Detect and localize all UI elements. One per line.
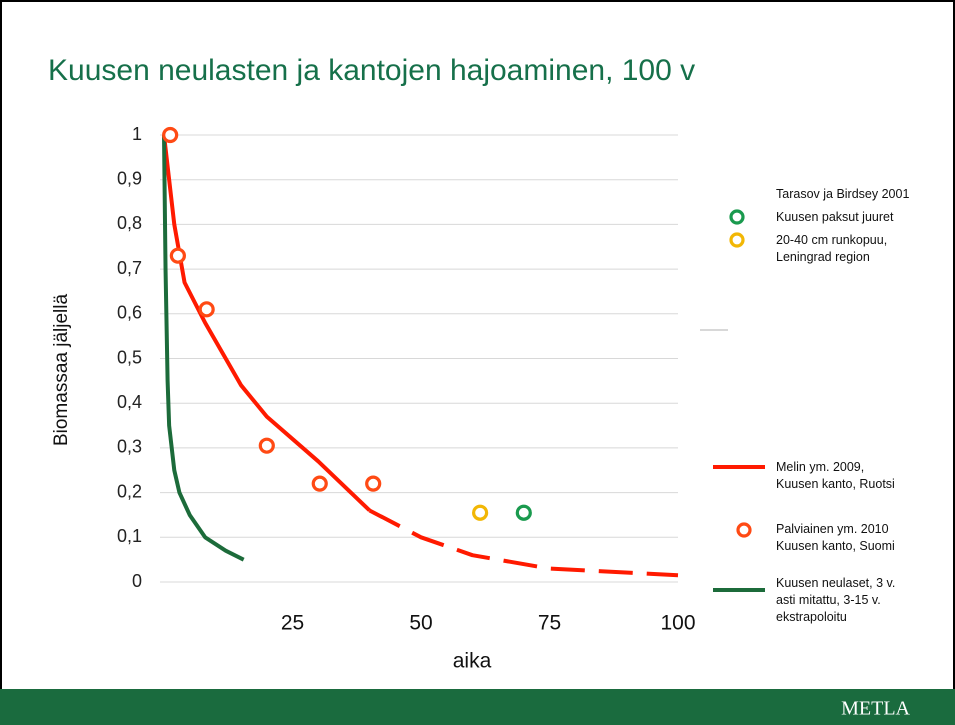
y-tick-label: 0,8 (117, 213, 142, 233)
data-point (169, 247, 186, 264)
legend-marker (729, 209, 745, 225)
legend-marker (729, 232, 745, 248)
y-tick-label: 0,4 (117, 392, 142, 412)
y-tick-label: 0,2 (117, 481, 142, 501)
legend-label: Palviainen ym. 2010 Kuusen kanto, Suomi (776, 522, 895, 553)
data-point (515, 504, 532, 521)
legend-label: Kuusen paksut juuret (776, 210, 894, 224)
y-tick-label: 0,6 (117, 303, 142, 323)
x-axis-label: aika (453, 650, 492, 673)
y-tick-label: 1 (132, 124, 142, 144)
footer-bar (0, 689, 955, 725)
y-tick-label: 0,5 (117, 347, 142, 367)
x-tick-label: 25 (281, 612, 304, 635)
y-axis-label: Biomassaa jäljellä (51, 294, 72, 447)
x-tick-label: 100 (660, 612, 695, 635)
x-tick-label: 75 (538, 612, 561, 635)
data-point (365, 475, 382, 492)
footer-brand: METLA (841, 698, 910, 720)
data-point (472, 504, 489, 521)
series-line (162, 134, 245, 562)
data-point (258, 437, 275, 454)
y-tick-label: 0 (132, 571, 142, 591)
legend-label: Melin ym. 2009, Kuusen kanto, Ruotsi (776, 460, 895, 491)
legend-label: Kuusen neulaset, 3 v. asti mitattu, 3-15… (776, 576, 896, 624)
data-point (311, 475, 328, 492)
data-point (162, 126, 179, 144)
series-line (162, 134, 371, 512)
x-tick-label: 50 (409, 612, 432, 635)
slide-title: Kuusen neulasten ja kantojen hajoaminen,… (48, 54, 695, 87)
y-tick-label: 0,3 (117, 437, 142, 457)
legend-label: 20-40 cm runkopuu, Leningrad region (776, 233, 888, 264)
y-tick-label: 0,9 (117, 168, 142, 188)
legend-marker (736, 522, 752, 538)
y-tick-label: 0,1 (117, 526, 142, 546)
y-tick-label: 0,7 (117, 258, 142, 278)
series-line (368, 508, 679, 578)
legend-heading: Tarasov ja Birdsey 2001 (776, 187, 910, 201)
data-point (198, 301, 215, 318)
